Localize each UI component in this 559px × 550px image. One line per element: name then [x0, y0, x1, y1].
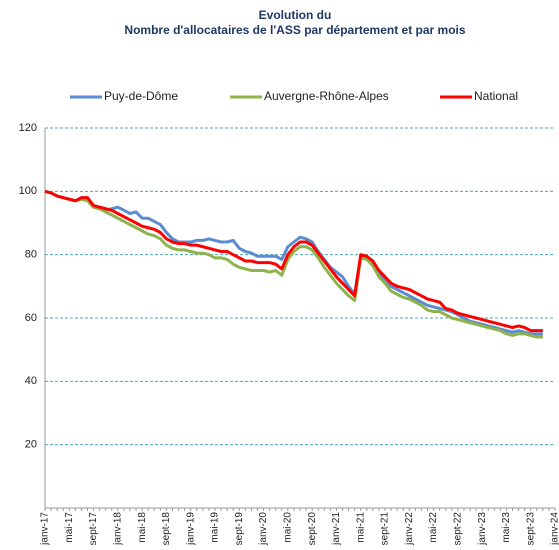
series-line — [44, 189, 543, 333]
x-tick-label: janv-19 — [185, 512, 196, 546]
x-tick-label: mai-20 — [282, 512, 293, 543]
y-tick-label: 120 — [19, 122, 37, 134]
y-tick-label: 60 — [25, 312, 37, 324]
x-tick-label: janv-24 — [550, 512, 559, 546]
y-tick-label: 40 — [25, 375, 37, 387]
x-tick-label: mai-17 — [64, 512, 75, 543]
series-line — [44, 189, 543, 336]
x-tick-label: janv-21 — [331, 512, 342, 546]
legend-label: Auvergne-Rhône-Alpes — [264, 89, 389, 103]
x-tick-label: sept-19 — [234, 512, 245, 546]
legend-label: National — [474, 89, 518, 103]
x-tick-label: mai-22 — [428, 512, 439, 543]
y-tick-label: 80 — [25, 249, 37, 261]
legend-label: Puy-de-Dôme — [104, 89, 178, 103]
x-tick-label: sept-17 — [88, 512, 99, 546]
chart-title: Evolution du — [259, 8, 332, 22]
x-tick-label: sept-20 — [307, 512, 318, 546]
x-tick-label: sept-21 — [380, 512, 391, 546]
x-tick-label: janv-23 — [477, 512, 488, 546]
x-tick-label: mai-21 — [355, 512, 366, 543]
x-tick-label: mai-23 — [501, 512, 512, 543]
x-tick-label: sept-18 — [161, 512, 172, 546]
x-tick-label: janv-22 — [404, 512, 415, 546]
y-tick-label: 20 — [25, 439, 37, 451]
x-tick-label: sept-23 — [525, 512, 536, 546]
series-line — [44, 189, 543, 339]
x-tick-label: janv-20 — [258, 512, 269, 546]
x-tick-label: mai-19 — [210, 512, 221, 543]
x-tick-label: mai-18 — [137, 512, 148, 543]
chart-subtitle: Nombre d'allocataires de l'ASS par dépar… — [124, 23, 465, 37]
x-tick-label: janv-17 — [40, 512, 51, 546]
x-tick-label: janv-18 — [112, 512, 123, 546]
x-tick-label: sept-22 — [452, 512, 463, 546]
y-tick-label: 100 — [19, 185, 37, 197]
